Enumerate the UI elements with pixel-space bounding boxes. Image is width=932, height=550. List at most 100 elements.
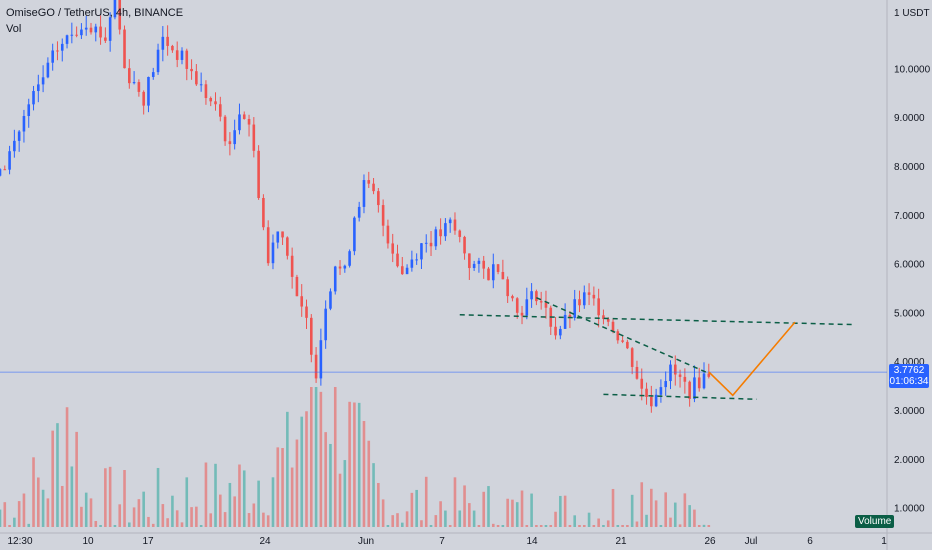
volume-bar (329, 443, 332, 527)
volume-bar (204, 462, 208, 527)
volume-bar (396, 513, 399, 527)
candle-body (367, 180, 371, 184)
volume-bar (70, 466, 74, 527)
volume-bar (559, 495, 562, 527)
volume-bar (477, 525, 481, 527)
volume-bar (669, 517, 672, 527)
candle-body (290, 255, 294, 277)
candle-body (266, 227, 270, 264)
candle-body (468, 253, 471, 269)
x-tick-label: 6 (807, 536, 813, 547)
volume-bar (626, 525, 629, 527)
candle-body (70, 34, 74, 36)
candle-body (530, 291, 533, 300)
volume-bar (3, 502, 7, 527)
volume-indicator-label[interactable]: Vol (6, 23, 22, 35)
candle-body (362, 180, 366, 207)
candle-body (142, 91, 145, 106)
candle-body (175, 50, 179, 60)
candle-body (429, 242, 433, 247)
volume-bar (214, 463, 217, 527)
volume-bar (233, 496, 236, 527)
volume-bar (175, 510, 179, 527)
candle-body (13, 140, 16, 152)
candle-body (578, 299, 581, 306)
x-tick-label: 14 (526, 536, 538, 547)
candle-body (396, 253, 399, 267)
candle-body (37, 84, 40, 92)
volume-bar (27, 523, 31, 527)
volume-bar (137, 499, 141, 527)
volume-bar (506, 498, 509, 527)
candle-body (525, 299, 529, 316)
volume-bar (511, 499, 514, 527)
volume-bar (463, 485, 466, 527)
candle-body (132, 82, 136, 84)
volume-bar (410, 492, 414, 527)
volume-bar (80, 506, 83, 527)
volume-bar (650, 488, 653, 527)
y-tick-label: 6.0000 (894, 260, 925, 271)
volume-bar (654, 500, 658, 527)
candle-body (56, 50, 59, 52)
x-tick-label: Jul (745, 536, 758, 547)
candle-body (640, 378, 644, 389)
candle-body (515, 298, 519, 313)
volume-bar (51, 430, 54, 527)
candle-body (683, 376, 687, 382)
candle-body (377, 191, 380, 206)
candle-body (94, 26, 98, 33)
candle-body (654, 394, 658, 407)
candle-body (702, 373, 706, 389)
volume-bar (645, 514, 648, 527)
candle-body (113, 0, 117, 18)
volume-bar (554, 511, 557, 527)
candle-body (582, 292, 586, 306)
volume-bar (319, 391, 323, 527)
candle-body (678, 374, 682, 377)
candle-body (544, 302, 548, 308)
volume-bar (688, 505, 691, 527)
candle-body (415, 259, 418, 261)
x-tick-label: 21 (615, 536, 627, 547)
volume-bar (199, 525, 203, 527)
y-tick-label: 10.0000 (894, 64, 931, 75)
volume-bar (209, 513, 213, 527)
y-tick-label: 5.0000 (894, 308, 925, 319)
volume-bar (89, 498, 93, 527)
volume-bar (525, 525, 529, 527)
volume-bar (17, 501, 21, 527)
volume-bar (468, 503, 471, 527)
y-tick-label: 8.0000 (894, 162, 925, 173)
volume-bar (616, 525, 620, 527)
candle-body (568, 314, 572, 318)
volume-bar (286, 411, 289, 527)
volume-bar (429, 525, 433, 527)
volume-scale-badge: Volume (855, 515, 895, 528)
volume-bar (530, 493, 533, 527)
candle-body (357, 206, 361, 218)
volume-bar (635, 521, 639, 527)
volume-bar (171, 495, 174, 527)
volume-bar (276, 447, 280, 527)
candle-body (305, 306, 308, 318)
candle-body (41, 77, 45, 85)
chart-legend: OmiseGO / TetherUS, 4h, BINANCE Vol (6, 5, 183, 37)
candle-body (32, 91, 35, 105)
candle-body (587, 292, 591, 295)
volume-bar (343, 460, 347, 527)
candle-body (539, 301, 543, 303)
candle-body (482, 260, 486, 269)
volume-bar (113, 525, 117, 527)
candle-body (410, 259, 414, 268)
volume-bar (32, 457, 35, 527)
candle-body (108, 17, 112, 41)
candle-body (673, 364, 677, 375)
volume-bar (300, 416, 304, 527)
candle-body (223, 116, 227, 142)
volume-bar (659, 525, 663, 527)
candle-body (8, 151, 11, 170)
volume-bar (190, 507, 193, 527)
